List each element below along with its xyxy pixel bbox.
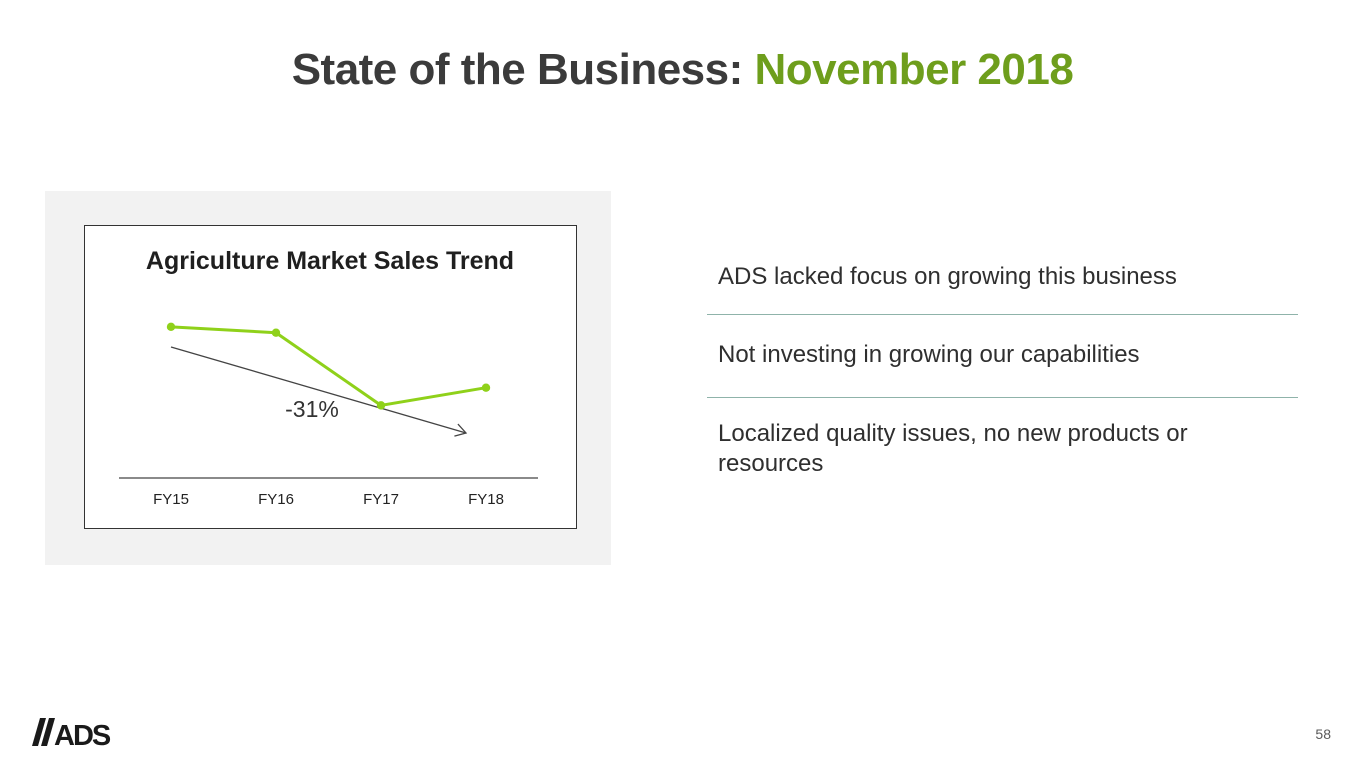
data-point xyxy=(166,322,176,332)
chart-title: Agriculture Market Sales Trend xyxy=(146,247,514,275)
trend-arrow-head xyxy=(454,423,468,437)
data-point xyxy=(376,401,386,410)
point-item-2: Not investing in growing our capabilitie… xyxy=(718,341,1140,368)
x-tick-label: FY17 xyxy=(363,491,399,508)
data-point xyxy=(481,383,491,392)
x-tick-label: FY16 xyxy=(258,491,294,508)
svg-text:ADS: ADS xyxy=(54,720,111,748)
page-number: 58 xyxy=(1315,726,1331,742)
sales-trend-chart: Agriculture Market Sales Trend FY15 FY16 FY… xyxy=(119,247,538,508)
point-separator-1 xyxy=(707,314,1298,315)
data-point xyxy=(271,328,281,337)
x-tick-label: FY15 xyxy=(153,491,189,508)
point-item-1: ADS lacked focus on growing this busines… xyxy=(718,263,1177,290)
title-prefix: State of the Business: xyxy=(291,45,744,94)
point-item-3: Localized quality issues, no new product… xyxy=(718,420,1188,477)
slide-title: State of the Business: November 2018 xyxy=(0,42,1365,98)
trend-arrow-line xyxy=(170,346,467,434)
ads-logo: ADS xyxy=(32,718,113,748)
trend-label: -31% xyxy=(285,396,339,422)
point-separator-2 xyxy=(707,397,1298,398)
title-highlight: November 2018 xyxy=(754,45,1074,94)
x-tick-label: FY18 xyxy=(468,491,504,508)
series-line xyxy=(170,325,487,407)
